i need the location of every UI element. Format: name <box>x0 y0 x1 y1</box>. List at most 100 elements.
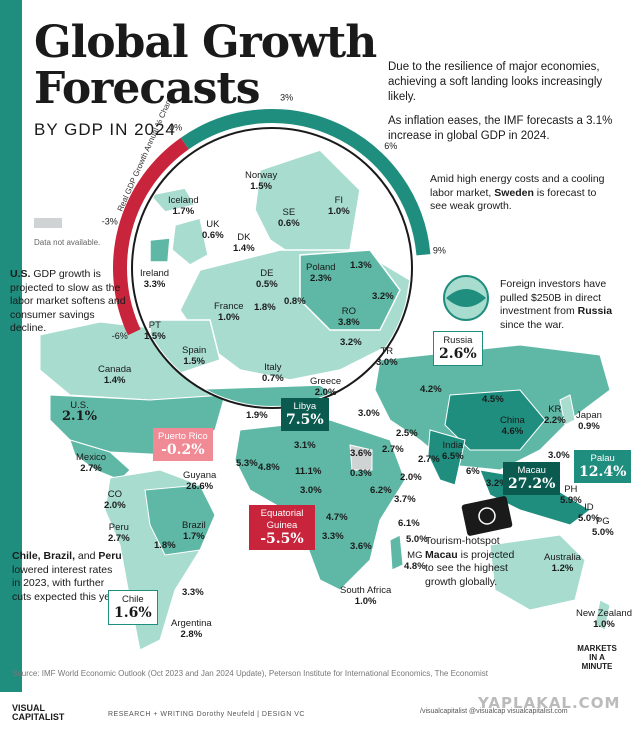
country-label: South Africa 1.0% <box>340 585 391 607</box>
legend-na-swatch <box>34 218 62 228</box>
country-value: 2.8% <box>180 629 203 640</box>
country-name: Argentina <box>171 618 212 629</box>
country-label: Italy 0.7% <box>262 362 284 384</box>
country-value: 1.8% <box>154 540 176 551</box>
land-brazil <box>144 484 216 556</box>
country-value: 6.1% <box>398 518 420 529</box>
country-name: RO <box>341 306 356 317</box>
inset-uk <box>171 217 209 266</box>
country-value: 3.2% <box>486 478 508 489</box>
note-sweden-post: is forecast to see weak growth. <box>430 186 597 213</box>
country-label: ID 5.0% <box>578 502 600 524</box>
country-label: 3.2% <box>486 478 508 489</box>
country-value: 0.7% <box>262 373 284 384</box>
gauge-tick-label: -6% <box>112 331 128 341</box>
country-name: CO <box>107 489 122 500</box>
country-value: 3.3% <box>182 587 204 598</box>
country-label: 4.7% <box>326 512 348 523</box>
note-latam-text: lowered interest rates in 2023, with fur… <box>12 563 122 603</box>
inset-east <box>299 249 401 331</box>
country-label: 1.8% <box>154 540 176 551</box>
land-japan <box>559 394 576 426</box>
title-line-2: Forecasts <box>34 63 261 114</box>
callout-macau-value: 27.2% <box>508 476 556 492</box>
country-name: South Africa <box>340 585 392 596</box>
country-name: Mexico <box>76 452 107 463</box>
page-subtitle: BY GDP IN 2024 <box>34 120 176 139</box>
country-label: 6.2% <box>370 485 392 496</box>
country-name: Iceland <box>168 195 199 206</box>
note-latam-mid: and <box>75 550 99 562</box>
country-value: 4.2% <box>420 384 442 395</box>
note-russia-pre: Foreign investors have pulled $250B in d… <box>500 278 607 317</box>
country-value: 3.0% <box>358 408 380 419</box>
country-label: 11.1% <box>295 466 321 477</box>
callout-macau: Macau 27.2% <box>503 462 561 495</box>
country-name: PG <box>595 516 610 527</box>
country-label: Poland 2.3% <box>306 262 336 284</box>
country-label: 3.1% <box>294 440 316 451</box>
country-label: 6% <box>466 466 480 477</box>
source-text: Source: IMF World Economic Outlook (Oct … <box>12 669 488 678</box>
globe-icon <box>443 275 489 321</box>
land-china <box>444 389 546 451</box>
note-latam: Chile, Brazil, and Peru lowered interest… <box>12 550 122 604</box>
country-label: 0.8% <box>284 296 306 307</box>
note-macau-post: is projected to see the highest growth g… <box>425 548 515 588</box>
country-value: 2.7% <box>418 454 440 465</box>
gauge-negative-arc <box>113 137 189 336</box>
country-label: Norway 1.5% <box>245 170 277 192</box>
note-sweden-pre: Amid high energy costs and a cooling lab… <box>430 173 605 199</box>
country-value: 2.7% <box>108 533 130 544</box>
note-latam-bold2: Peru <box>98 550 122 562</box>
country-value: 1.3% <box>350 260 372 271</box>
country-label: China 4.6% <box>500 415 525 437</box>
country-name: Guyana <box>183 470 217 481</box>
country-name: KR <box>548 404 562 415</box>
country-label: Spain 1.5% <box>182 345 206 367</box>
country-label: CO 2.0% <box>104 489 126 511</box>
social-links[interactable]: /visualcapitalist @visualcap visualcapit… <box>420 708 568 715</box>
title-line-1: Global Growth <box>34 17 377 68</box>
callout-russia-value: 2.6% <box>439 346 477 362</box>
country-label: Mexico 2.7% <box>76 452 106 474</box>
callout-russia: Russia 2.6% <box>433 331 483 366</box>
country-value: 1.2% <box>551 563 574 574</box>
country-label: 3.6% <box>350 541 372 552</box>
note-macau-bold: Macau <box>425 548 458 561</box>
country-name: China <box>500 415 525 426</box>
partner-line-3: MINUTE <box>581 662 613 671</box>
country-value: 6.2% <box>370 485 392 496</box>
country-label: 5.3% <box>236 458 258 469</box>
note-sweden-bold: Sweden <box>494 186 534 199</box>
country-name: Norway <box>245 170 278 181</box>
country-value: 3.6% <box>350 448 372 459</box>
country-value: 11.1% <box>295 466 322 477</box>
country-value: 2.2% <box>544 415 566 426</box>
country-value: 1.5% <box>250 181 272 192</box>
country-label: Iceland 1.7% <box>168 195 199 217</box>
country-name: Australia <box>544 552 581 563</box>
country-label: 3.6% <box>350 448 372 459</box>
country-label: DK 1.4% <box>233 232 255 254</box>
country-value: 2.1% <box>62 409 97 424</box>
country-value: 5.3% <box>236 458 258 469</box>
callout-puerto-rico: Puerto Rico -0.2% <box>153 428 213 461</box>
country-label: 3.7% <box>394 494 416 505</box>
callout-palau-value: 12.4% <box>579 464 627 480</box>
country-value: 1.7% <box>172 206 195 217</box>
country-name: Poland <box>306 262 336 273</box>
country-value: 1.7% <box>183 531 205 542</box>
country-value: 4.8% <box>258 462 280 473</box>
country-value: 0.6% <box>202 230 224 241</box>
country-value: 0.8% <box>284 296 306 307</box>
country-label: 1.9% <box>246 410 268 421</box>
country-label: Brazil 1.7% <box>182 520 206 542</box>
country-label: FI 1.0% <box>328 195 350 217</box>
country-value: 5.9% <box>560 495 582 506</box>
country-value: 1.9% <box>246 410 268 421</box>
country-value: 3.0% <box>548 450 570 461</box>
country-name: Italy <box>264 362 282 373</box>
callout-libya: Libya 7.5% <box>281 398 329 431</box>
note-russia-bold: Russia <box>577 305 613 317</box>
